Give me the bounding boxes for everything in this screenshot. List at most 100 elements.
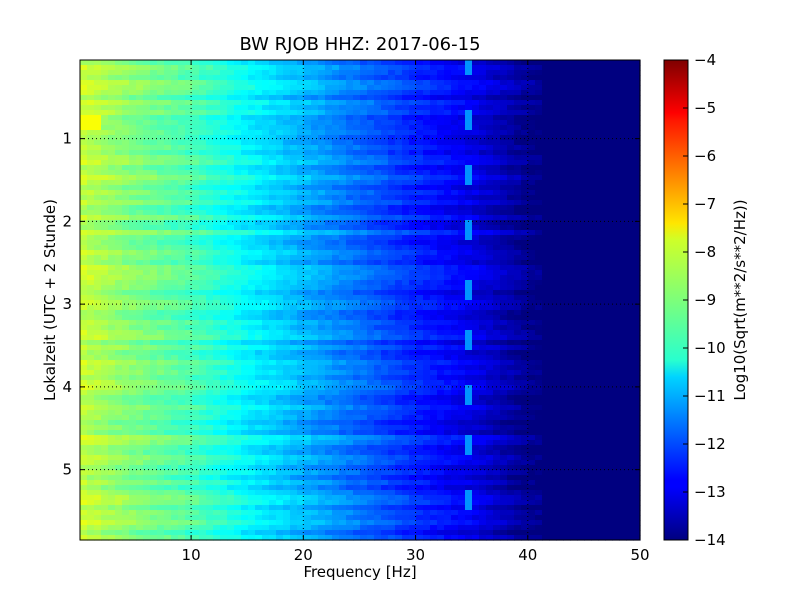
heatmap-cell xyxy=(178,175,186,181)
heatmap-cell xyxy=(150,195,158,201)
heatmap-cell xyxy=(213,250,221,256)
heatmap-cell xyxy=(535,180,543,186)
heatmap-cell xyxy=(122,140,130,146)
heatmap-cell xyxy=(157,215,165,221)
heatmap-cell xyxy=(227,135,235,141)
heatmap-cell xyxy=(514,360,522,366)
heatmap-cell xyxy=(479,90,487,96)
heatmap-cell xyxy=(171,350,179,356)
heatmap-cell xyxy=(598,230,606,236)
heatmap-cell xyxy=(437,365,445,371)
heatmap-cell xyxy=(276,150,284,156)
heatmap-cell xyxy=(129,280,137,286)
heatmap-cell xyxy=(290,250,298,256)
heatmap-cell xyxy=(220,155,228,161)
heatmap-cell xyxy=(304,370,312,376)
heatmap-cell xyxy=(381,305,389,311)
heatmap-cell xyxy=(206,85,214,91)
heatmap-cell xyxy=(115,270,123,276)
heatmap-cell xyxy=(94,265,102,271)
heatmap-cell xyxy=(311,250,319,256)
heatmap-cell xyxy=(626,250,634,256)
heatmap-cell xyxy=(318,190,326,196)
heatmap-cell xyxy=(332,250,340,256)
heatmap-cell xyxy=(633,320,641,326)
heatmap-cell xyxy=(549,365,557,371)
heatmap-cell xyxy=(115,195,123,201)
heatmap-cell xyxy=(458,345,466,351)
heatmap-cell xyxy=(290,100,298,106)
heatmap-cell xyxy=(479,215,487,221)
heatmap-cell xyxy=(521,330,529,336)
heatmap-cell xyxy=(262,305,270,311)
heatmap-cell xyxy=(500,110,508,116)
heatmap-cell xyxy=(577,215,585,221)
heatmap-cell xyxy=(535,350,543,356)
heatmap-cell xyxy=(185,85,193,91)
heatmap-cell xyxy=(507,265,515,271)
heatmap-cell xyxy=(101,285,109,291)
heatmap-cell xyxy=(129,325,137,331)
heatmap-cell xyxy=(150,335,158,341)
heatmap-cell xyxy=(507,70,515,76)
heatmap-cell xyxy=(248,290,256,296)
heatmap-cell xyxy=(507,320,515,326)
heatmap-cell xyxy=(437,350,445,356)
heatmap-cell xyxy=(115,170,123,176)
heatmap-cell xyxy=(248,280,256,286)
heatmap-cell xyxy=(269,365,277,371)
heatmap-cell xyxy=(465,135,473,141)
heatmap-cell xyxy=(521,345,529,351)
heatmap-cell xyxy=(416,110,424,116)
heatmap-cell xyxy=(129,210,137,216)
heatmap-cell xyxy=(164,140,172,146)
heatmap-cell xyxy=(514,200,522,206)
heatmap-cell xyxy=(472,215,480,221)
heatmap-cell xyxy=(332,325,340,331)
heatmap-cell xyxy=(430,155,438,161)
heatmap-cell xyxy=(157,355,165,361)
heatmap-cell xyxy=(430,105,438,111)
heatmap-cell xyxy=(248,110,256,116)
heatmap-cell xyxy=(500,305,508,311)
heatmap-cell xyxy=(80,240,88,246)
heatmap-cell xyxy=(199,245,207,251)
heatmap-cell xyxy=(556,255,564,261)
heatmap-cell xyxy=(451,160,459,166)
heatmap-cell xyxy=(472,270,480,276)
heatmap-cell xyxy=(563,255,571,261)
heatmap-cell xyxy=(311,160,319,166)
heatmap-cell xyxy=(500,350,508,356)
heatmap-cell xyxy=(178,210,186,216)
heatmap-cell xyxy=(101,325,109,331)
heatmap-cell xyxy=(339,165,347,171)
heatmap-cell xyxy=(276,105,284,111)
heatmap-cell xyxy=(276,200,284,206)
heatmap-cell xyxy=(269,320,277,326)
heatmap-cell xyxy=(87,290,95,296)
heatmap-cell xyxy=(535,210,543,216)
heatmap-cell xyxy=(409,160,417,166)
heatmap-cell xyxy=(164,105,172,111)
heatmap-cell xyxy=(570,190,578,196)
heatmap-cell xyxy=(395,220,403,226)
heatmap-cell xyxy=(374,125,382,131)
heatmap-cell xyxy=(563,125,571,131)
heatmap-cell xyxy=(136,200,144,206)
heatmap-cell xyxy=(129,225,137,231)
heatmap-cell xyxy=(157,230,165,236)
heatmap-cell xyxy=(430,110,438,116)
heatmap-cell xyxy=(563,60,571,66)
heatmap-cell xyxy=(318,265,326,271)
heatmap-cell xyxy=(395,125,403,131)
heatmap-cell xyxy=(143,210,151,216)
heatmap-cell xyxy=(395,265,403,271)
heatmap-cell xyxy=(577,60,585,66)
heatmap-cell xyxy=(332,275,340,281)
heatmap-cell xyxy=(80,145,88,151)
heatmap-cell xyxy=(150,355,158,361)
heatmap-cell xyxy=(507,60,515,66)
heatmap-cell xyxy=(87,195,95,201)
heatmap-cell xyxy=(108,185,116,191)
heatmap-cell xyxy=(570,105,578,111)
